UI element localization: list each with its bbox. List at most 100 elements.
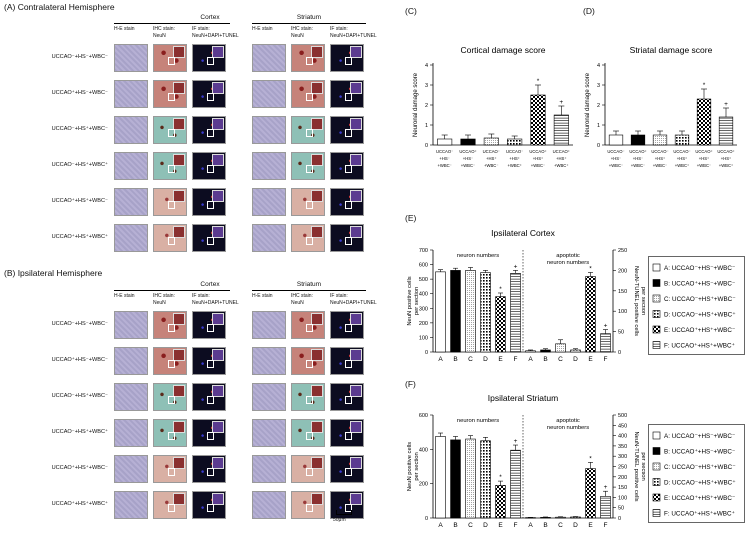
region-box: [207, 504, 214, 512]
x-tick-label: UCCAO⁻: [506, 149, 523, 154]
micrograph-image: [153, 224, 187, 252]
x-tick-label: +HS⁻: [439, 156, 449, 161]
striatal-damage-chart: Striatal damage score 0 1 2 3 4 Neuronal damag…: [585, 45, 737, 168]
x-tick-label: +WBC⁻: [531, 163, 545, 168]
micrograph-image: [153, 80, 187, 108]
stain-label: IHC stain:: [291, 293, 313, 299]
region-box: [306, 237, 313, 245]
legend-swatch: [652, 493, 661, 502]
magnified-inset: [173, 118, 185, 130]
y-tick-label: 2: [597, 103, 600, 109]
x-tick-label: A: [528, 522, 533, 529]
bar: [450, 439, 461, 519]
legend-box: [648, 424, 745, 523]
row-label: UCCAO⁺+HS⁺+WBC⁺: [51, 501, 108, 507]
region-box: [345, 57, 352, 65]
stain-label: H-E stain: [114, 26, 135, 32]
y2-tick-label: 50: [618, 506, 624, 512]
micrograph-image: [114, 383, 148, 411]
bar: [555, 516, 566, 519]
micrograph-image: [192, 116, 226, 144]
y-tick-label: 700: [419, 248, 428, 254]
legend-swatch: [652, 310, 661, 318]
magnified-inset: [311, 421, 323, 433]
x-tick-label: C: [468, 522, 473, 529]
micrograph-image: [330, 383, 364, 411]
micrograph-image: [192, 152, 226, 180]
chart-title: Cortical damage score: [460, 45, 545, 55]
magnified-inset: [173, 154, 185, 166]
region-box: [168, 93, 175, 101]
micrograph-image: [153, 347, 187, 375]
x-tick-label: +HS⁺: [533, 156, 543, 161]
y2-tick-label: 250: [618, 248, 627, 254]
magnified-inset: [212, 421, 224, 433]
y2-tick-label: 500: [618, 413, 627, 419]
micrograph-image: [291, 80, 325, 108]
y-tick-label: 1: [425, 123, 428, 129]
striatum-rule: [252, 290, 366, 291]
legend-swatch: [652, 478, 661, 486]
x-tick-label: UCCAO⁺: [529, 149, 546, 154]
magnified-inset: [212, 154, 224, 166]
x-tick-label: +HS⁺: [655, 156, 665, 161]
significance-mark: *: [499, 474, 502, 481]
micrograph-image: [330, 116, 364, 144]
region-box: [168, 360, 175, 368]
significance-mark: +: [514, 438, 518, 445]
magnified-inset: [350, 385, 362, 397]
y-tick-label: 1: [597, 123, 600, 129]
micrograph-image: [153, 491, 187, 519]
x-tick-label: +WBC⁻: [653, 163, 667, 168]
x-tick-label: UCCAO⁻: [436, 149, 453, 154]
micrograph-image: [192, 44, 226, 72]
region-box: [168, 201, 175, 209]
magnified-inset: [212, 457, 224, 469]
region-box: [306, 165, 313, 173]
micrograph-image: [252, 383, 286, 411]
micrograph-image: [252, 152, 286, 180]
x-tick-label: UCCAO⁺: [717, 149, 734, 154]
scale-bar: [336, 510, 352, 515]
ipsilateral-striatum-chart: Ipsilateral Striatum 0 200 400 600 0 50 100 150 2…: [407, 393, 645, 529]
micrograph-image: [153, 44, 187, 72]
region-box: [306, 201, 313, 209]
x-tick-label: D: [573, 522, 578, 529]
y2-tick-label: 100: [618, 495, 627, 501]
micrograph-image: [114, 224, 148, 252]
bar: [555, 343, 566, 353]
x-tick-label: D: [483, 522, 488, 529]
region-box: [306, 57, 313, 65]
region-box: [345, 468, 352, 476]
y-tick-label: 3: [597, 83, 600, 89]
x-tick-label: UCCAO⁺: [695, 149, 712, 154]
stain-label: NeuN+DAPI+TUNEL: [330, 33, 377, 39]
micrograph-image: [252, 311, 286, 339]
x-tick-label: +WBC⁺: [675, 163, 689, 168]
magnified-inset: [311, 226, 323, 238]
micrograph-image: [291, 152, 325, 180]
y2-tick-label: 250: [618, 465, 627, 471]
magnified-inset: [212, 385, 224, 397]
x-tick-label: E: [498, 522, 503, 529]
legend-swatch: [652, 431, 661, 440]
legend-entry: E: UCCAO⁺+HS⁺+WBC⁻: [664, 495, 735, 502]
micrograph-image: [114, 44, 148, 72]
micrograph-image: [330, 80, 364, 108]
micrograph-image: [291, 491, 325, 519]
legend-swatch: [652, 341, 661, 349]
y2-axis-label: per section: [640, 287, 645, 315]
bar: [585, 276, 596, 353]
region-box: [168, 396, 175, 404]
x-tick-label: +HS⁺: [509, 156, 519, 161]
micrograph-image: [252, 80, 286, 108]
y2-tick-label: 150: [618, 289, 627, 295]
y-axis-label: Neuronal damage score: [585, 72, 591, 137]
bar: [652, 134, 668, 146]
x-tick-label: +WBC⁻: [437, 163, 451, 168]
region-box: [345, 165, 352, 173]
y-tick-label: 200: [419, 321, 428, 327]
x-tick-label: A: [438, 356, 443, 363]
x-tick-label: UCCAO⁺: [459, 149, 476, 154]
stain-label: IF stain:: [330, 293, 348, 299]
